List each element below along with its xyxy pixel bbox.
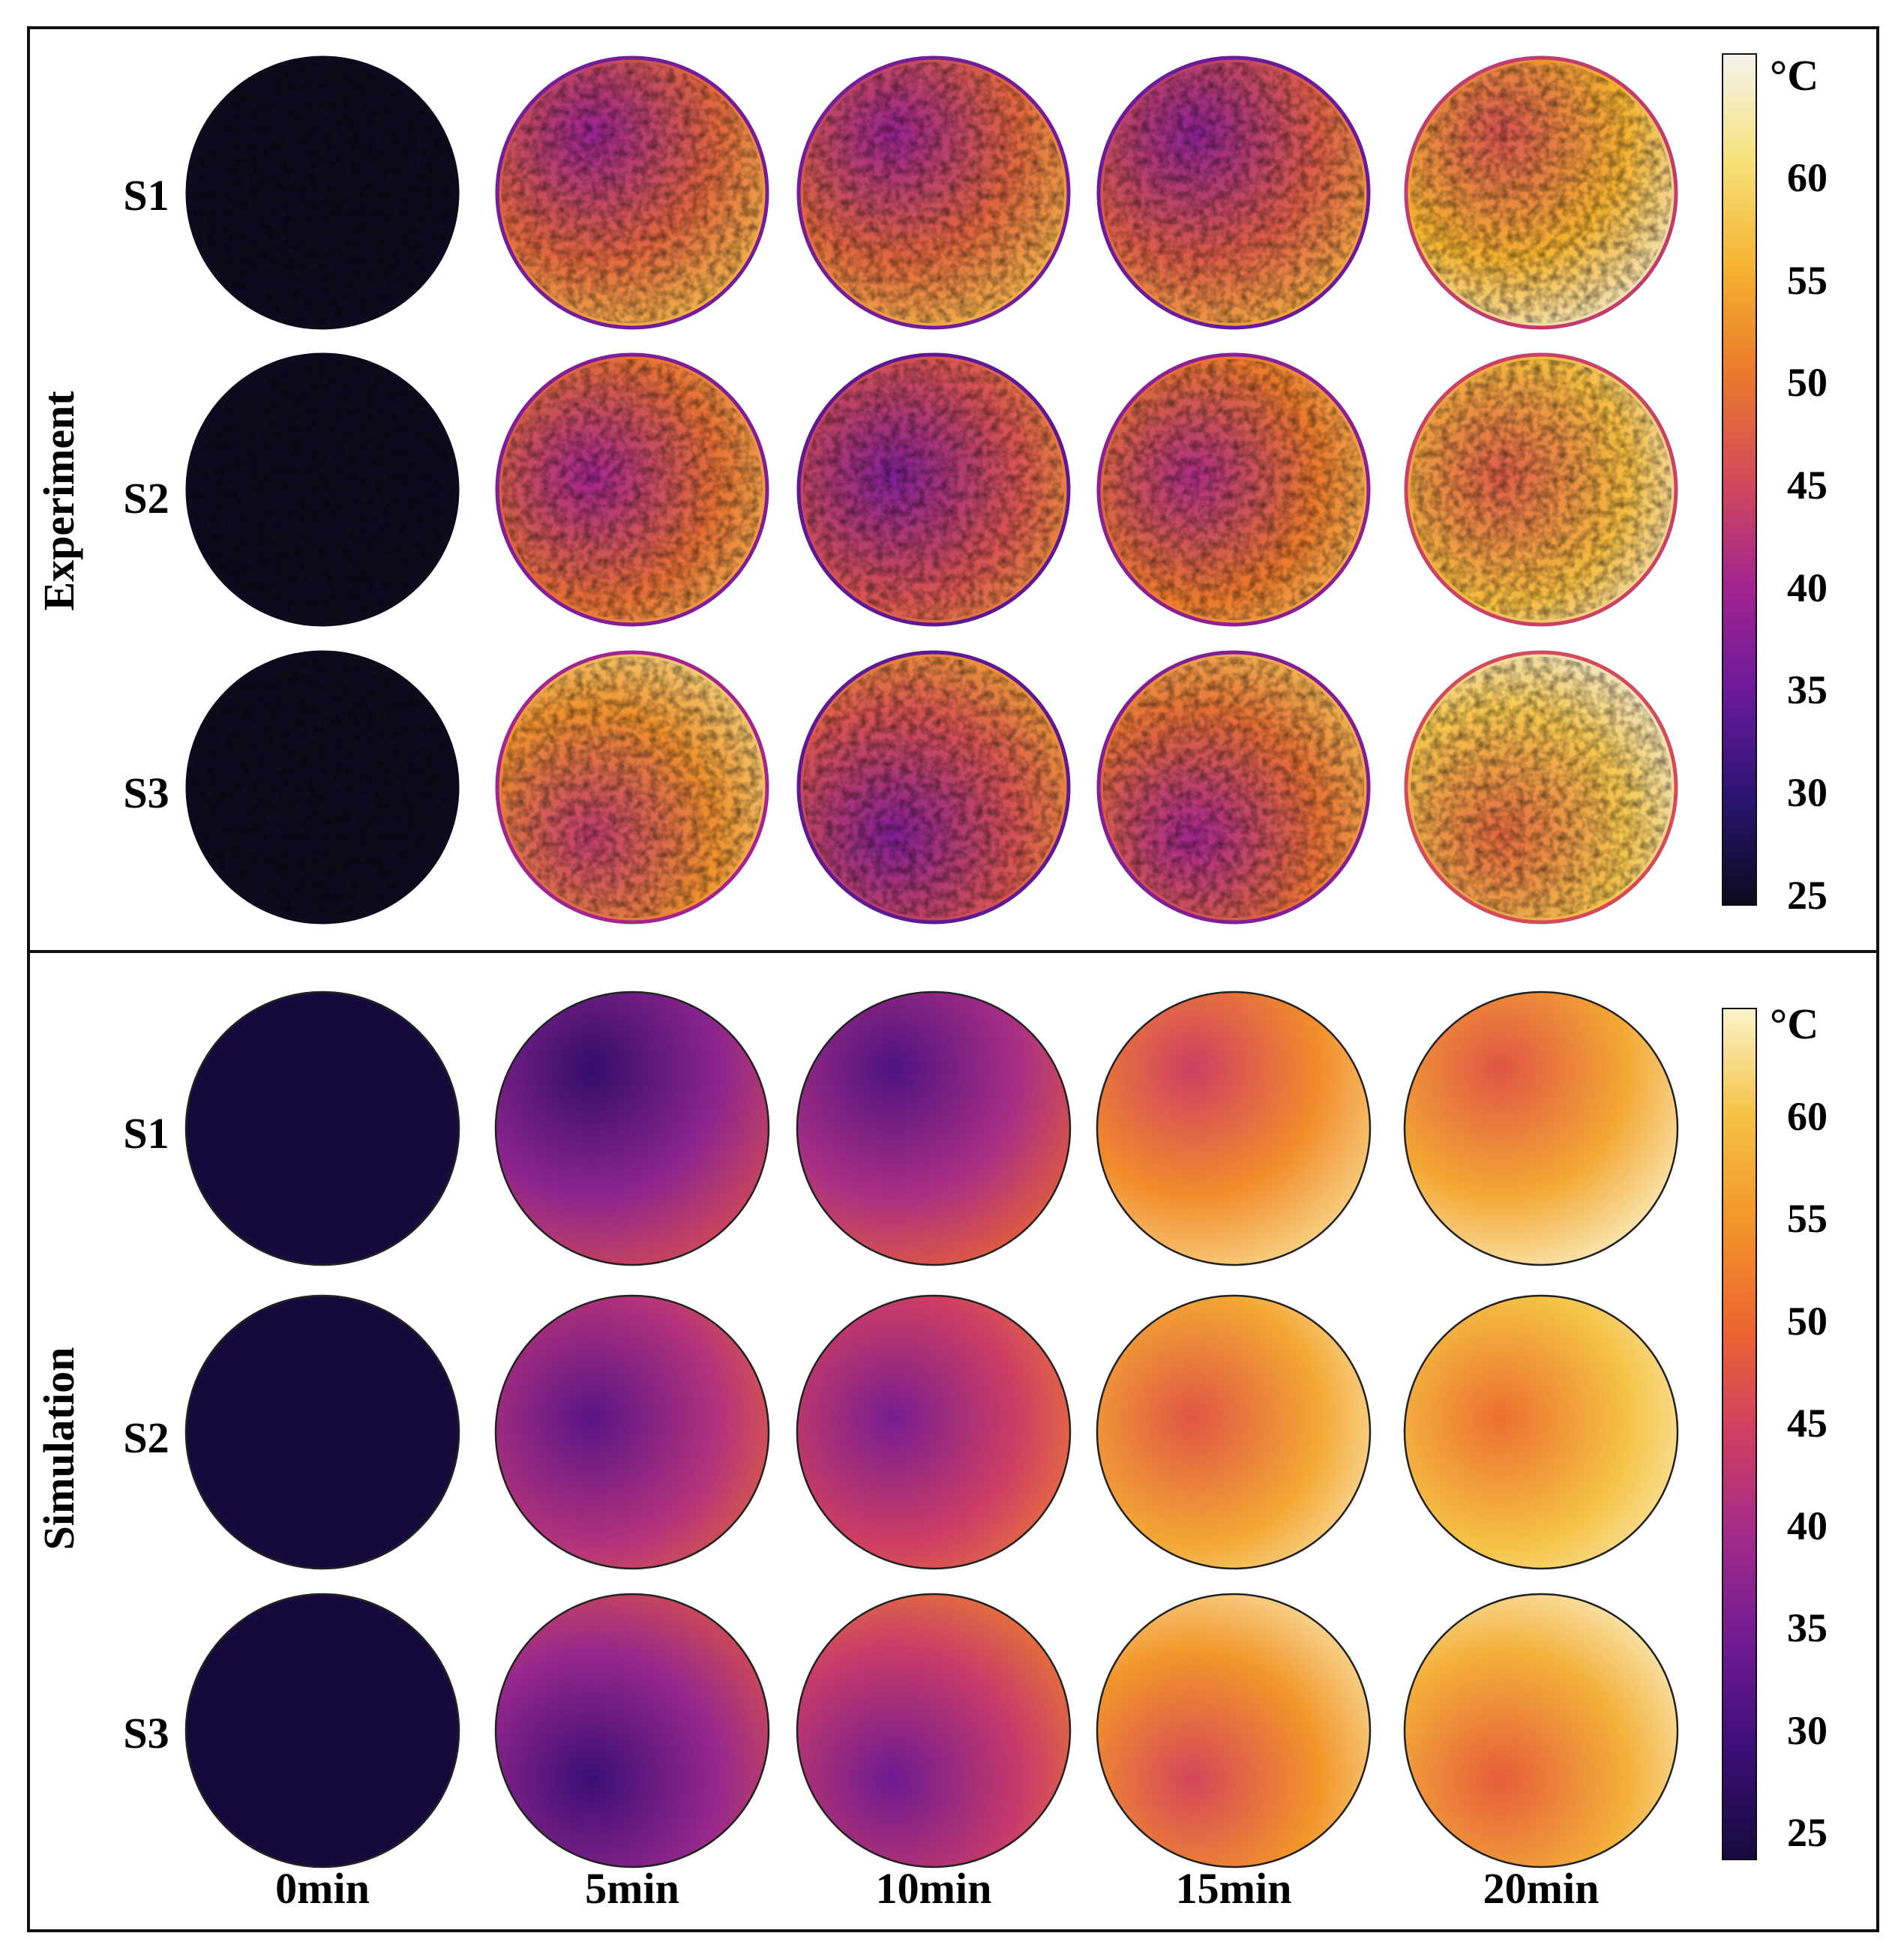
time-label-10min: 10min (876, 1864, 992, 1913)
simulation-s3-20min-disc (1403, 1593, 1679, 1869)
experiment-panel-label: Experiment (34, 391, 83, 611)
simulation-s1-15min-disc (1096, 990, 1372, 1266)
experiment-speckle-texture (803, 657, 1064, 918)
experiment-row-label-s1: S1 (123, 171, 169, 220)
simulation-s2-0min-disc (184, 1294, 460, 1570)
simulation-panel-label: Simulation (34, 1347, 83, 1551)
simulation-row-label-s1: S1 (123, 1109, 169, 1158)
experiment-speckle-texture (192, 62, 453, 323)
simulation-colorbar-tick: 50 (1787, 1299, 1828, 1344)
simulation-colorbar-unit: °C (1770, 999, 1819, 1048)
simulation-s3-5min-disc (494, 1593, 770, 1869)
experiment-speckle-texture (502, 62, 763, 323)
experiment-colorbar-unit: °C (1770, 51, 1819, 100)
experiment-speckle-texture (1103, 657, 1364, 918)
time-label-0min: 0min (275, 1864, 370, 1913)
time-label-20min: 20min (1483, 1864, 1600, 1913)
simulation-s3-10min-disc (796, 1593, 1072, 1869)
experiment-colorbar-tick: 40 (1787, 565, 1828, 610)
experiment-speckle-texture (502, 359, 763, 620)
simulation-colorbar-tick: 60 (1787, 1094, 1828, 1139)
experiment-colorbar-tick: 25 (1787, 873, 1828, 918)
experiment-speckle-texture (803, 62, 1064, 323)
experiment-speckle-texture (1103, 359, 1364, 620)
experiment-row-label-s2: S2 (123, 474, 169, 523)
experiment-speckle-texture (1411, 359, 1672, 620)
simulation-panel-frame (27, 950, 1879, 1932)
time-label-15min: 15min (1176, 1864, 1292, 1913)
experiment-colorbar-tick: 60 (1787, 155, 1828, 200)
simulation-s3-15min-disc (1096, 1593, 1372, 1869)
experiment-speckle-texture (502, 657, 763, 918)
experiment-speckle-texture (192, 657, 453, 918)
experiment-speckle-texture (1411, 62, 1672, 323)
simulation-s2-5min-disc (494, 1294, 770, 1570)
experiment-colorbar (1722, 53, 1757, 906)
simulation-s1-5min-disc (494, 990, 770, 1266)
experiment-colorbar-tick: 45 (1787, 463, 1828, 508)
simulation-s2-15min-disc (1096, 1294, 1372, 1570)
experiment-speckle-texture (1103, 62, 1364, 323)
simulation-s3-0min-disc (184, 1593, 460, 1869)
simulation-row-label-s3: S3 (123, 1709, 169, 1758)
simulation-s1-0min-disc (184, 990, 460, 1266)
heatmap-discs (184, 55, 1679, 1869)
simulation-colorbar-tick: 30 (1787, 1708, 1828, 1753)
simulation-colorbar-tick: 35 (1787, 1605, 1828, 1650)
simulation-colorbar-tick: 40 (1787, 1503, 1828, 1548)
experiment-colorbar-tick: 55 (1787, 258, 1828, 303)
simulation-s1-10min-disc (796, 990, 1072, 1266)
experiment-speckle-texture (1411, 657, 1672, 918)
simulation-colorbar-tick: 45 (1787, 1401, 1828, 1446)
simulation-s2-20min-disc (1403, 1294, 1679, 1570)
time-label-5min: 5min (585, 1864, 679, 1913)
simulation-colorbar (1722, 1008, 1757, 1860)
simulation-s2-10min-disc (796, 1294, 1072, 1570)
experiment-colorbar-tick: 35 (1787, 667, 1828, 712)
experiment-row-label-s3: S3 (123, 769, 169, 817)
simulation-s1-20min-disc (1403, 990, 1679, 1266)
simulation-row-label-s2: S2 (123, 1413, 169, 1462)
simulation-colorbar-tick: 25 (1787, 1810, 1828, 1855)
experiment-colorbar-tick: 50 (1787, 360, 1828, 405)
experiment-colorbar-tick: 30 (1787, 770, 1828, 815)
experiment-speckle-texture (192, 359, 453, 620)
experiment-speckle-texture (803, 359, 1064, 620)
simulation-colorbar-tick: 55 (1787, 1196, 1828, 1241)
